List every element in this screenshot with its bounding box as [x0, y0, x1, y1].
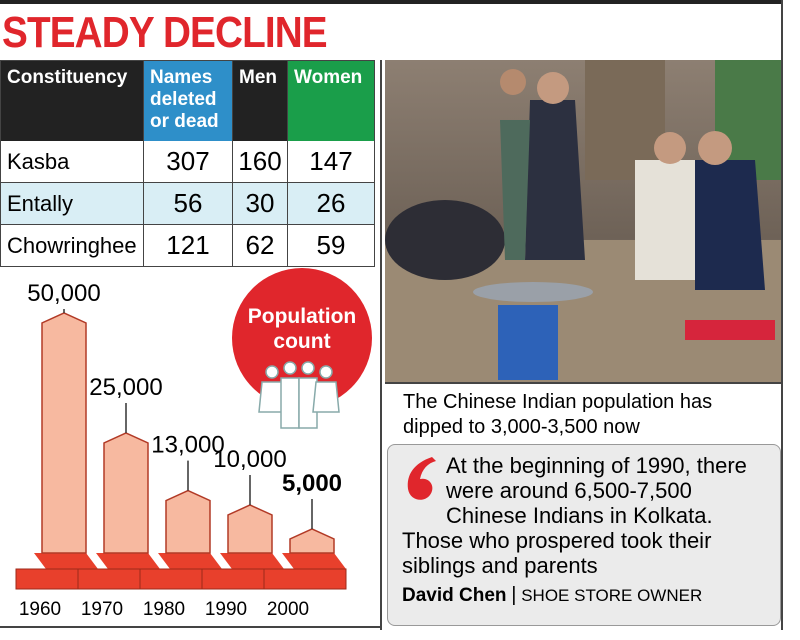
quote-box: At the beginning of 1990, there were aro… — [387, 444, 781, 626]
quote-author: David Chen — [402, 585, 507, 606]
value-label: 25,000 — [89, 374, 162, 401]
table-cell: Chowringhee — [1, 225, 144, 267]
frame — [0, 626, 380, 628]
table-cell: 26 — [288, 183, 375, 225]
people-icon — [258, 361, 340, 429]
table-header: Men — [233, 61, 288, 141]
quote-text: At the beginning of 1990, there were aro… — [402, 453, 747, 578]
frame — [380, 60, 382, 630]
table-cell: 56 — [144, 183, 233, 225]
value-label: 50,000 — [27, 280, 100, 307]
table-cell: 59 — [288, 225, 375, 267]
table: Constituency Names deleted or dead Men Wome… — [0, 60, 375, 267]
frame — [781, 0, 783, 630]
bar — [103, 432, 149, 554]
photo — [385, 60, 781, 382]
photo-caption: The Chinese Indian population has dipped… — [403, 391, 713, 438]
bar-base — [282, 553, 346, 569]
page-title: STEADY DECLINE — [2, 8, 328, 57]
quote-role: SHOE STORE OWNER — [521, 586, 703, 605]
chart-title: count — [273, 330, 330, 353]
value-label: 10,000 — [213, 446, 286, 473]
bar — [41, 312, 87, 554]
x-tick-label: 1990 — [205, 599, 247, 620]
table-cell: Entally — [1, 183, 144, 225]
chart-title: Population — [248, 305, 357, 328]
divider — [385, 382, 781, 384]
table-cell: 307 — [144, 141, 233, 183]
table-header: Women — [288, 61, 375, 141]
table-header: Constituency — [1, 61, 144, 141]
x-tick-label: 1980 — [143, 599, 185, 620]
bar-base — [34, 553, 98, 569]
table-cell: 147 — [288, 141, 375, 183]
bar-base — [220, 553, 284, 569]
bar-base — [263, 568, 347, 590]
x-tick-label: 2000 — [267, 599, 309, 620]
bar — [227, 504, 273, 554]
bar-base — [96, 553, 160, 569]
quote-attribution: David Chen | SHOE STORE OWNER — [402, 584, 703, 606]
x-tick-label: 1970 — [81, 599, 123, 620]
table-cell: 160 — [233, 141, 288, 183]
bar — [165, 489, 211, 554]
table-cell: 62 — [233, 225, 288, 267]
value-label: 5,000 — [282, 470, 342, 497]
table-cell: 30 — [233, 183, 288, 225]
table-header: Names deleted or dead — [144, 61, 233, 141]
top-rule — [0, 0, 782, 4]
bar-base — [158, 553, 222, 569]
quote-mark — [407, 457, 436, 500]
value-label: 13,000 — [151, 432, 224, 459]
x-tick-label: 1960 — [19, 599, 61, 620]
bar — [289, 528, 335, 554]
chart: Population count 50,000 1960 25,000 1970 13,… — [0, 268, 380, 628]
table-cell: 121 — [144, 225, 233, 267]
table-cell: Kasba — [1, 141, 144, 183]
